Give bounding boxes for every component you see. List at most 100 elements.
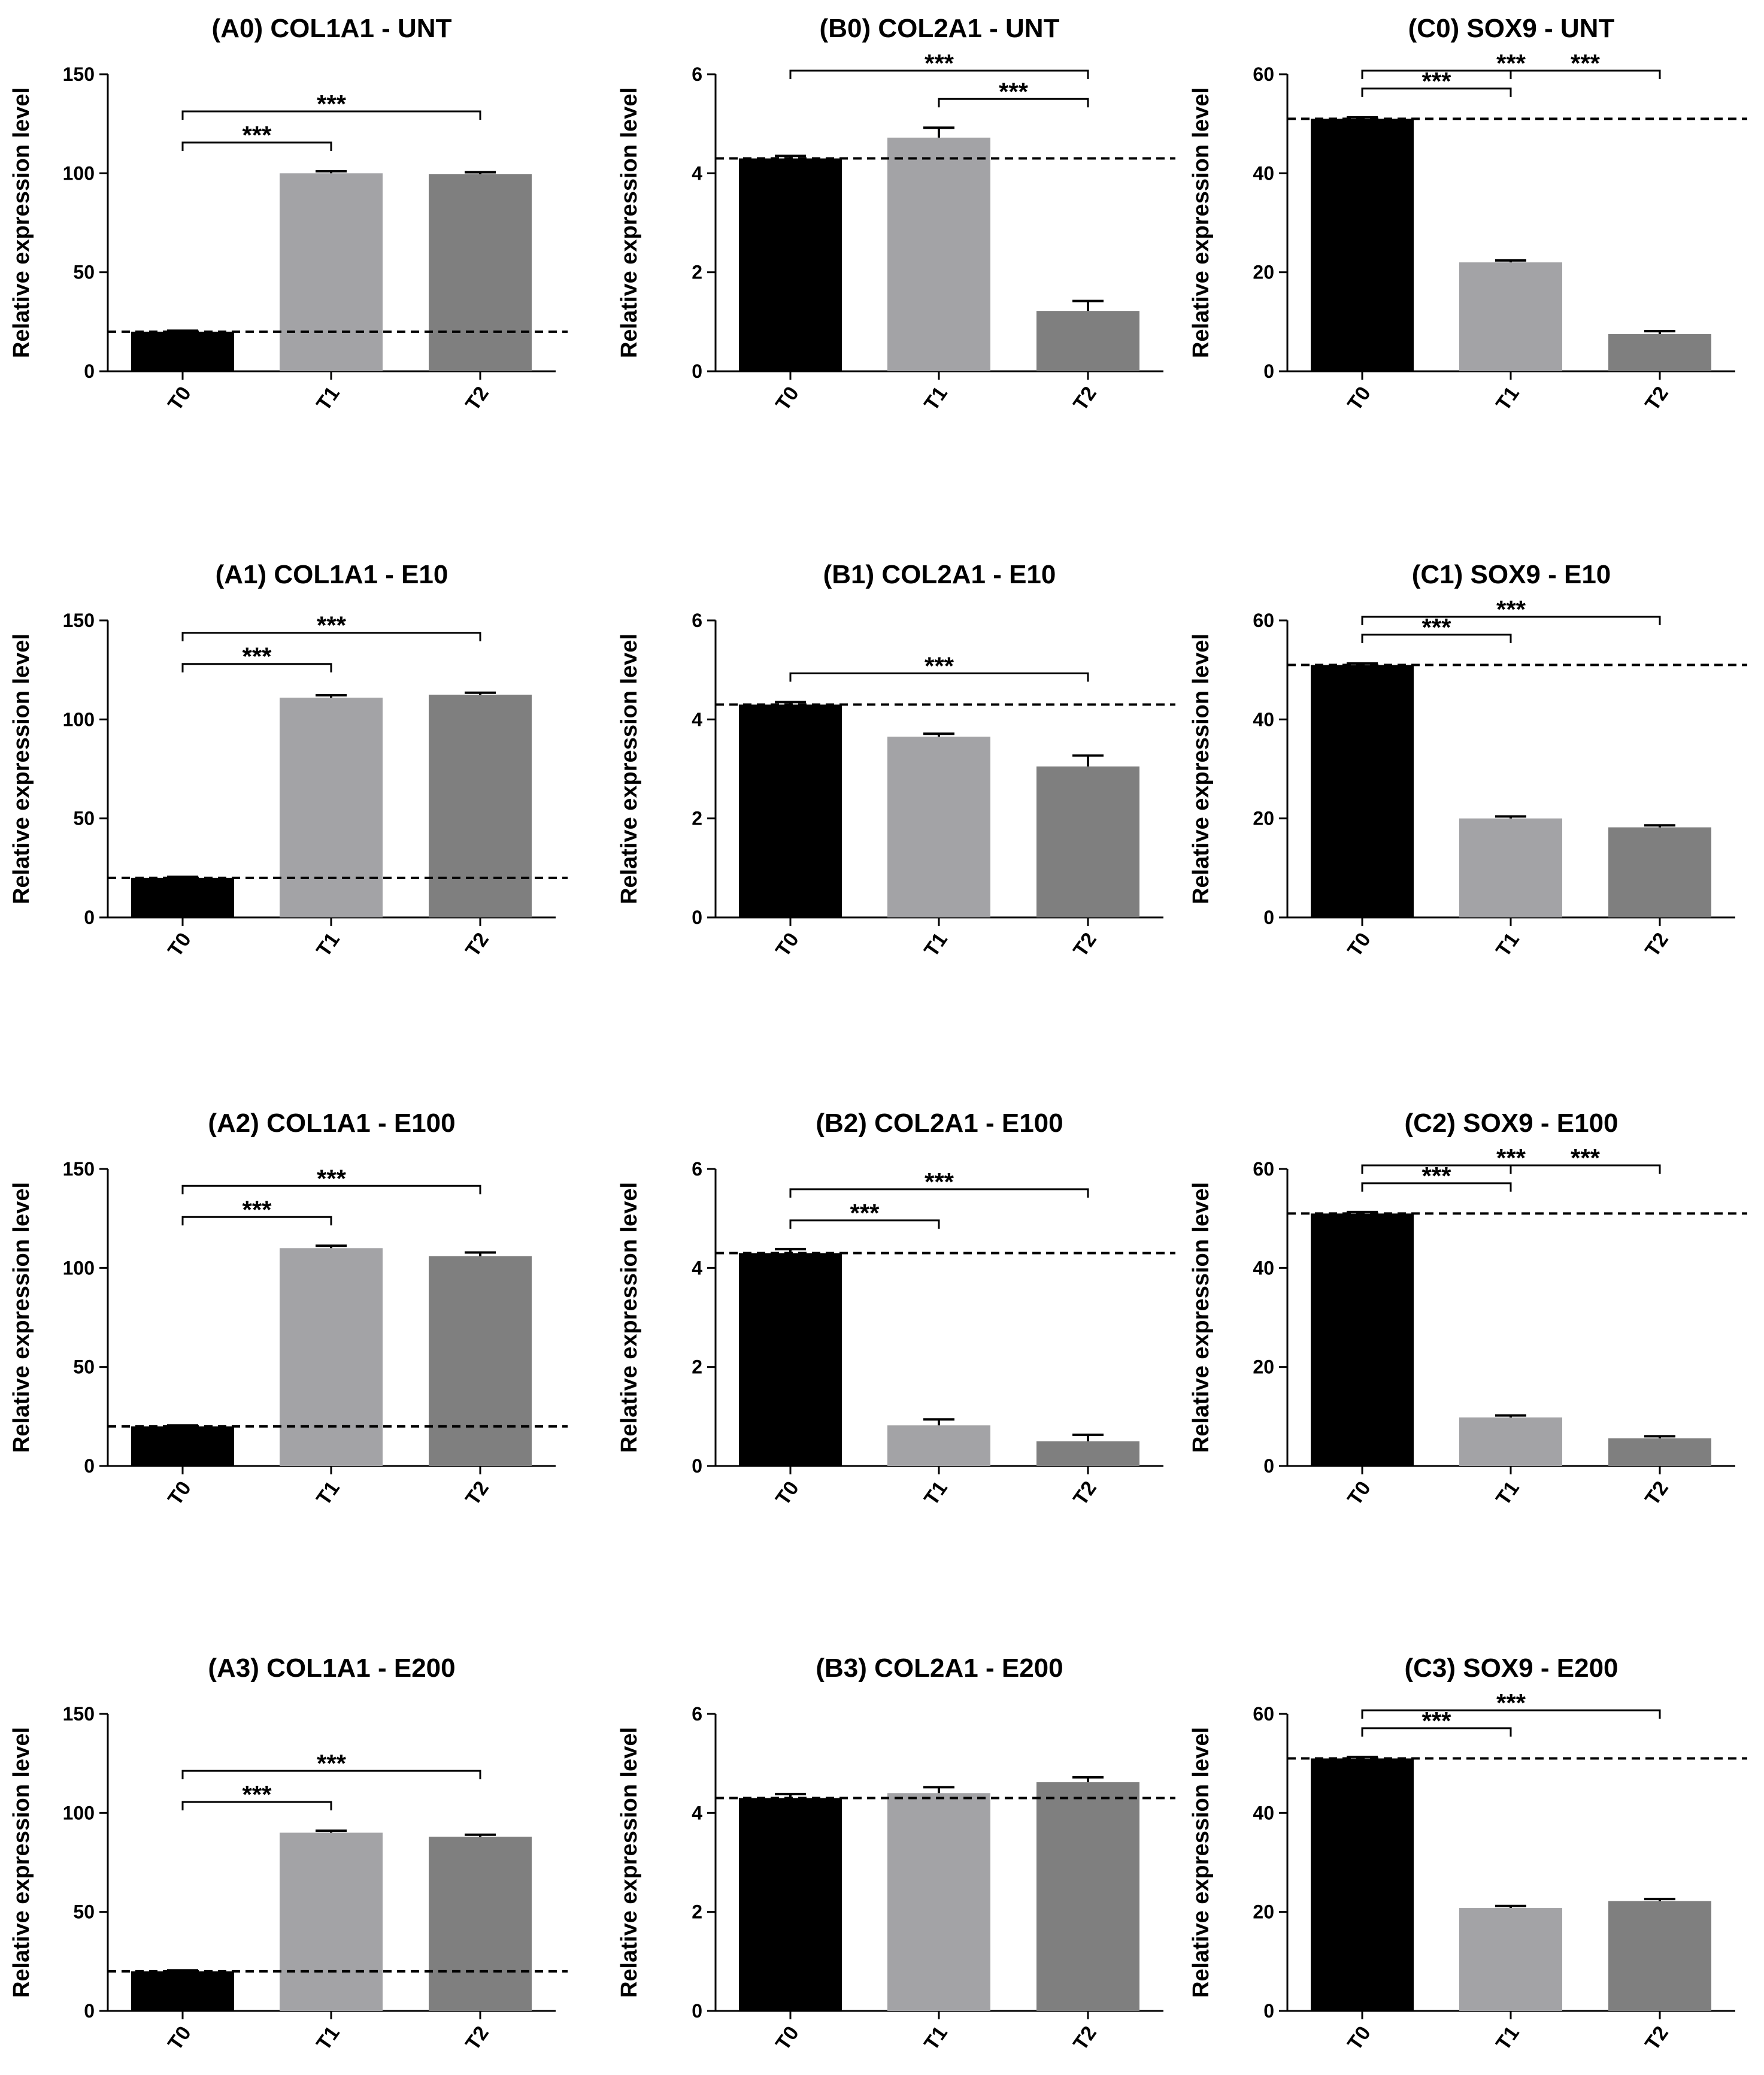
significance-bracket [181, 1770, 481, 1780]
y-axis-label: Relative expression level [9, 87, 34, 358]
y-tick-label: 60 [1253, 610, 1274, 631]
y-tick-label: 150 [63, 63, 95, 85]
y-tick-label: 100 [63, 1257, 95, 1279]
x-tick-label: T1 [1492, 929, 1524, 961]
y-tick-label: 40 [1253, 1257, 1274, 1279]
y-axis-label: Relative expression level [1189, 1182, 1214, 1453]
significance-bracket [181, 663, 332, 673]
bar-t0 [739, 158, 842, 371]
significance-label: *** [317, 611, 347, 640]
bar-t2 [1036, 766, 1139, 917]
significance-label: *** [925, 652, 954, 680]
chart-panel-11: (C3) SOX9 - E200 Relative expression leve… [1189, 1653, 1747, 2055]
x-tick-label: T2 [1069, 929, 1101, 961]
significance-label: *** [1571, 1144, 1601, 1172]
chart-title: (C0) SOX9 - UNT [1408, 14, 1615, 43]
significance-bracket [1361, 1709, 1661, 1719]
bar-t2 [1036, 1441, 1139, 1466]
x-tick-label: T2 [461, 929, 493, 961]
y-tick-label: 2 [692, 808, 702, 829]
significance-bracket [789, 1188, 1089, 1198]
x-tick-label: T1 [920, 1477, 952, 1510]
y-tick-label: 50 [73, 1901, 95, 1923]
chart-panel-0: (A0) COL1A1 - UNT Relative expression lev… [9, 14, 568, 415]
significance-bracket [181, 632, 481, 641]
x-tick-label: T0 [163, 1477, 196, 1510]
y-tick-label: 150 [63, 610, 95, 631]
bar-t0 [131, 331, 234, 371]
y-tick-label: 2 [692, 262, 702, 283]
x-tick-label: T1 [1492, 1477, 1524, 1510]
significance-bracket [789, 1219, 940, 1229]
x-tick-label: T0 [771, 929, 804, 961]
significance-label: *** [1496, 49, 1526, 77]
y-tick-label: 20 [1253, 1356, 1274, 1378]
significance-bracket [1361, 1164, 1661, 1174]
y-tick-label: 4 [692, 1257, 702, 1279]
significance-label: *** [1421, 1162, 1451, 1190]
bar-t0 [131, 1426, 234, 1466]
x-tick-label: T0 [771, 2022, 804, 2055]
x-tick-label: T1 [1492, 2022, 1524, 2055]
y-tick-label: 60 [1253, 1158, 1274, 1180]
y-tick-label: 50 [73, 262, 95, 283]
y-tick-label: 2 [692, 1901, 702, 1923]
y-tick-label: 60 [1253, 63, 1274, 85]
bar-t1 [1459, 818, 1562, 917]
y-tick-label: 4 [692, 708, 702, 730]
chart-title: (C3) SOX9 - E200 [1404, 1653, 1618, 1683]
chart-panel-9: (A3) COL1A1 - E200 Relative expression le… [9, 1653, 568, 2055]
y-tick-label: 100 [63, 708, 95, 730]
x-tick-label: T2 [1069, 2022, 1101, 2055]
y-tick-label: 40 [1253, 708, 1274, 730]
chart-title: (B1) COL2A1 - E10 [823, 560, 1056, 589]
x-tick-label: T1 [312, 2022, 344, 2055]
significance-label: *** [925, 1168, 954, 1196]
x-tick-label: T0 [163, 2022, 196, 2055]
x-tick-label: T0 [163, 929, 196, 961]
x-tick-label: T2 [1641, 929, 1673, 961]
y-tick-label: 50 [73, 1356, 95, 1378]
significance-bracket [1361, 616, 1661, 625]
bar-t1 [887, 137, 990, 371]
significance-label: *** [1496, 595, 1526, 623]
significance-bracket [1361, 87, 1512, 97]
x-tick-label: T2 [1641, 2022, 1673, 2055]
y-tick-label: 50 [73, 808, 95, 829]
chart-title: (A3) COL1A1 - E200 [208, 1653, 455, 1683]
significance-bracket [1361, 634, 1512, 643]
y-tick-label: 6 [692, 1158, 702, 1180]
chart-title: (B3) COL2A1 - E200 [816, 1653, 1063, 1683]
significance-label: *** [242, 1780, 272, 1809]
significance-label: *** [1496, 1689, 1526, 1717]
x-tick-label: T0 [771, 383, 804, 415]
bar-t0 [1311, 119, 1414, 371]
bar-t2 [429, 174, 532, 371]
y-tick-label: 0 [1263, 907, 1274, 928]
y-tick-label: 100 [63, 1802, 95, 1823]
y-tick-label: 20 [1253, 1901, 1274, 1923]
significance-label: *** [999, 77, 1029, 105]
y-tick-label: 0 [84, 1455, 95, 1477]
y-tick-label: 6 [692, 63, 702, 85]
bar-t0 [1311, 665, 1414, 917]
y-tick-label: 0 [692, 2000, 702, 2022]
y-axis-label: Relative expression level [1189, 87, 1214, 358]
y-axis-label: Relative expression level [1189, 634, 1214, 904]
bar-t1 [887, 1793, 990, 2011]
significance-label: *** [925, 49, 954, 77]
y-tick-label: 2 [692, 1356, 702, 1378]
bar-t1 [280, 173, 383, 371]
x-tick-label: T2 [1069, 1477, 1101, 1510]
significance-bracket [789, 69, 1089, 79]
significance-bracket [938, 98, 1089, 108]
bar-t1 [280, 1248, 383, 1466]
y-tick-label: 0 [692, 907, 702, 928]
y-tick-label: 6 [692, 1703, 702, 1725]
significance-label: *** [317, 1164, 347, 1192]
bar-t0 [131, 1971, 234, 2011]
chart-panel-10: (B3) COL2A1 - E200 Relative expression le… [617, 1653, 1175, 2055]
significance-bracket [789, 672, 1089, 682]
x-tick-label: T0 [771, 1477, 804, 1510]
significance-label: *** [1421, 613, 1451, 641]
